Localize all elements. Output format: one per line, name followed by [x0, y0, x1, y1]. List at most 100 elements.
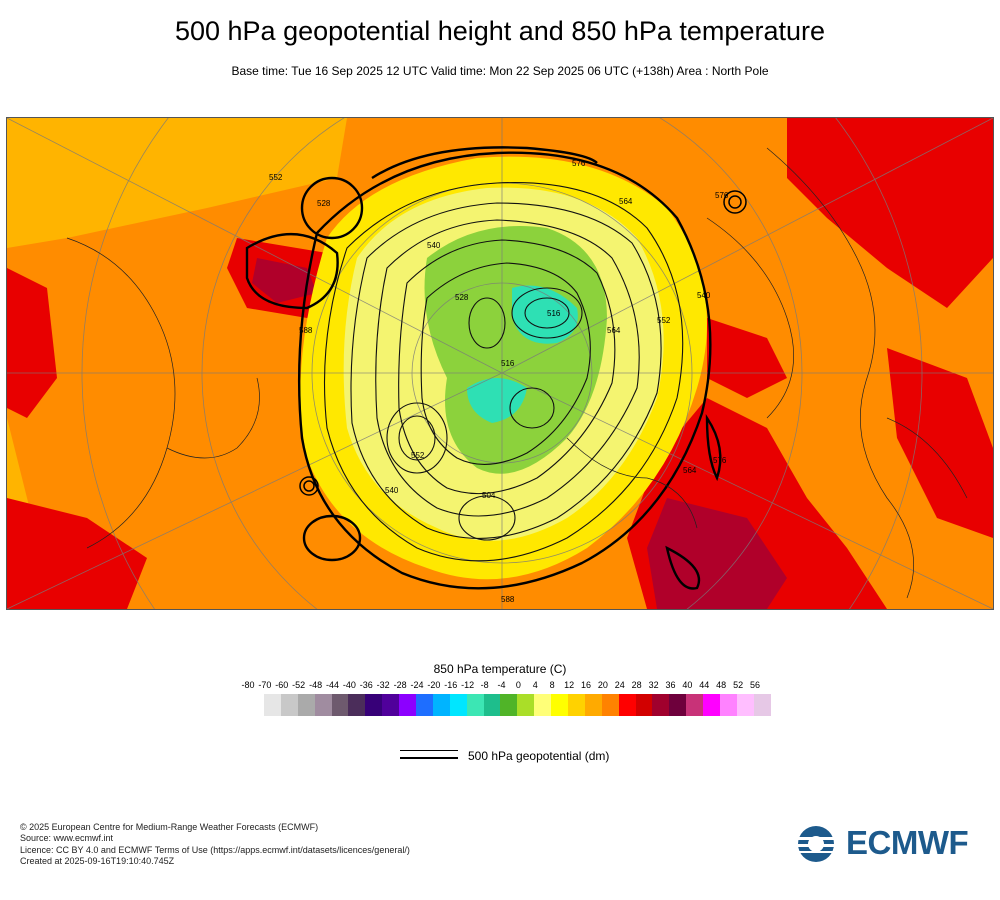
temperature-legend-title: 850 hPa temperature (C) — [433, 662, 567, 676]
colorbar-tick-label: -20 — [427, 680, 441, 690]
colorbar-swatch — [449, 694, 467, 716]
colorbar-swatch — [517, 694, 535, 716]
colorbar-swatch — [382, 694, 400, 716]
colorbar-tick-label: 0 — [515, 680, 521, 690]
colorbar-swatch — [551, 694, 569, 716]
colorbar-swatch — [618, 694, 636, 716]
contour-labels: 552 528 576 564 576 540 528 516 552 564 … — [269, 159, 729, 604]
contour-label: 516 — [501, 359, 515, 368]
colorbar-swatch — [466, 694, 484, 716]
contour-label: 528 — [455, 293, 469, 302]
colorbar-swatch — [669, 694, 687, 716]
colorbar-tick-label: -16 — [444, 680, 458, 690]
contour-label: 540 — [385, 486, 399, 495]
colorbar-tick-label: -32 — [376, 680, 390, 690]
colorbar-swatch — [703, 694, 721, 716]
temperature-legend-ticks: -80 -70 -60 -52 -48 -44 -40 -36 -32 -28 -24 -20 -16-… — [0, 680, 1000, 694]
geopotential-contours-bold — [245, 146, 722, 590]
colorbar-swatch — [264, 694, 281, 716]
colorbar-swatch — [720, 694, 737, 716]
colorbar-swatch — [483, 694, 501, 716]
colorbar-tick-label: -40 — [342, 680, 356, 690]
temperature-field-teal — [512, 285, 578, 344]
colorbar-swatch — [280, 694, 298, 716]
contour-label: 588 — [299, 326, 313, 335]
colorbar-tick-label: -60 — [275, 680, 289, 690]
colorbar-tick-label: -44 — [325, 680, 340, 690]
colorbar-tick-label: -24 — [410, 680, 424, 690]
colorbar-swatch — [568, 694, 585, 716]
temperature-field-very-hot — [647, 498, 787, 609]
colorbar-tick-label: 28 — [631, 680, 642, 690]
colorbar-swatch — [399, 694, 417, 716]
ecmwf-logo: ECMWF — [794, 824, 984, 864]
ecmwf-logo-text: ECMWF — [846, 824, 969, 861]
map-graphic: 552 528 576 564 576 540 528 516 552 564 … — [7, 118, 993, 609]
colorbar-tick-label: -36 — [359, 680, 373, 690]
colorbar-swatch — [432, 694, 450, 716]
colorbar-swatch — [652, 694, 670, 716]
colorbar-swatch — [416, 694, 433, 716]
colorbar-tick-label: -70 — [258, 680, 272, 690]
low-pressure-centres — [299, 190, 747, 496]
colorbar-tick-label: 52 — [733, 680, 744, 690]
contour-label: 576 — [713, 456, 727, 465]
colorbar-swatch — [500, 694, 518, 716]
colorbar-swatch — [348, 694, 366, 716]
ecmwf-emblem-icon — [794, 826, 844, 862]
colorbar-swatch — [534, 694, 552, 716]
contour-label: 564 — [619, 197, 633, 206]
temperature-field-mild — [7, 118, 347, 248]
colorbar-swatch — [635, 694, 653, 716]
contour-label: 564 — [607, 326, 621, 335]
geopotential-contours — [324, 182, 684, 562]
temperature-legend-colorbar — [264, 694, 771, 716]
chart-subtitle: Base time: Tue 16 Sep 2025 12 UTC Valid … — [231, 64, 769, 78]
colorbar-tick-label: -52 — [292, 680, 306, 690]
footer-line: Source: www.ecmwf.int — [20, 833, 114, 844]
contour-label: 576 — [715, 191, 729, 200]
colorbar-tick-label: 48 — [716, 680, 727, 690]
contour-label: 576 — [572, 159, 586, 168]
coastlines — [66, 147, 968, 599]
colorbar-tick-label: 32 — [648, 680, 659, 690]
colorbar-swatch — [584, 694, 602, 716]
contour-label: 504 — [482, 491, 496, 500]
temperature-field-green — [424, 226, 607, 474]
colorbar-swatch — [331, 694, 349, 716]
footer-credits: © 2025 European Centre for Medium-Range … — [20, 822, 410, 867]
colorbar-tick-label: 24 — [614, 680, 625, 690]
graticule — [7, 118, 993, 609]
contour-label: 552 — [269, 173, 283, 182]
contour-label: 552 — [657, 316, 671, 325]
contour-label: 528 — [317, 199, 331, 208]
colorbar-tick-label: -80 — [241, 680, 255, 690]
contour-label: 588 — [501, 595, 515, 604]
colorbar-swatch — [297, 694, 315, 716]
colorbar-tick-label: 36 — [665, 680, 676, 690]
colorbar-tick-label: 16 — [580, 680, 592, 690]
colorbar-swatch — [686, 694, 704, 716]
contour-label: 552 — [411, 451, 425, 460]
colorbar-tick-label: 8 — [549, 680, 555, 690]
geopotential-legend-label: 500 hPa geopotential (dm) — [468, 749, 610, 763]
footer-line: Licence: CC BY 4.0 and ECMWF Terms of Us… — [20, 844, 410, 855]
colorbar-swatch — [314, 694, 332, 716]
colorbar-tick-label: -48 — [309, 680, 323, 690]
colorbar-swatch — [753, 694, 771, 716]
colorbar-swatch — [601, 694, 619, 716]
colorbar-tick-label: 20 — [597, 680, 608, 690]
colorbar-swatch — [365, 694, 383, 716]
north-pole-map: 552 528 576 564 576 540 528 516 552 564 … — [6, 117, 994, 610]
colorbar-tick-label: -12 — [461, 680, 475, 690]
colorbar-tick-label: 44 — [699, 680, 710, 690]
colorbar-tick-label: -8 — [480, 680, 489, 690]
footer-line: © 2025 European Centre for Medium-Range … — [20, 822, 319, 832]
colorbar-tick-label: -28 — [393, 680, 407, 690]
colorbar-tick-label: -4 — [497, 680, 506, 690]
colorbar-tick-label: 12 — [564, 680, 575, 690]
colorbar-tick-label: 4 — [532, 680, 538, 690]
contour-label: 564 — [683, 466, 697, 475]
colorbar-tick-label: 56 — [749, 680, 761, 690]
contour-label: 540 — [697, 291, 711, 300]
